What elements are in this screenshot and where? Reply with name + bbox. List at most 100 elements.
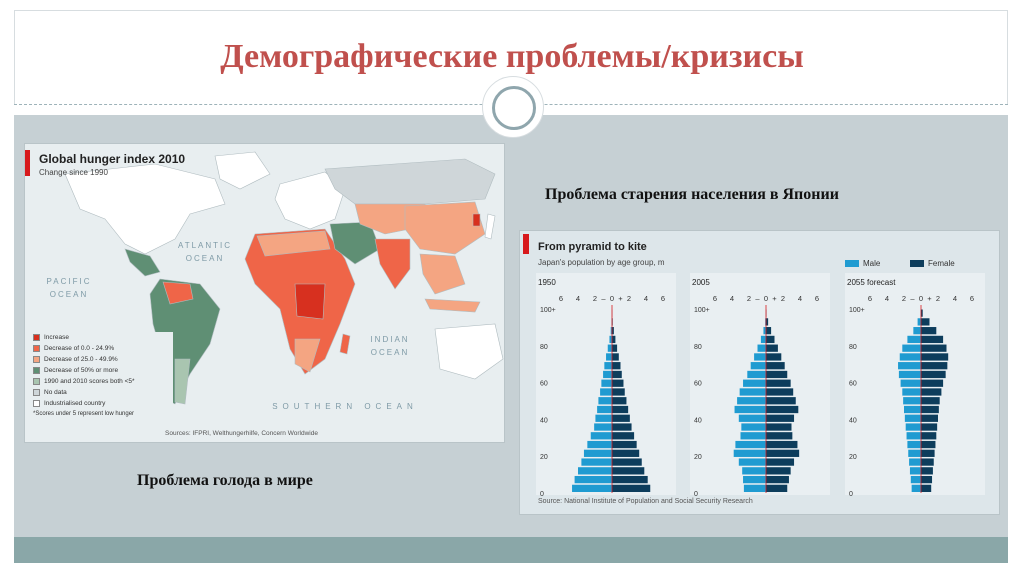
- legend-label: 1990 and 2010 scores both <5*: [44, 378, 135, 385]
- pyramid-bar-female: [766, 449, 800, 457]
- age-label: 80: [540, 344, 548, 351]
- pyramid-bar-male: [606, 353, 612, 361]
- pyramid-bar-male: [757, 344, 766, 352]
- axis-tick-label: +: [927, 294, 932, 303]
- axis-tick-label: –: [910, 294, 915, 303]
- pyramid-bar-female: [921, 335, 944, 344]
- pyramid-bar-female: [921, 379, 944, 387]
- pyramid-bar-female: [921, 370, 946, 379]
- age-label: 80: [694, 344, 702, 351]
- pyramid-bar-female: [921, 353, 949, 361]
- legend-swatch: [33, 400, 40, 407]
- axis-tick-label: 6: [970, 294, 974, 303]
- map-southern-africa: [294, 338, 321, 373]
- axis-tick-label: 2: [902, 294, 906, 303]
- pyramid-bar-male: [907, 440, 921, 449]
- legend-label: Increase: [44, 334, 69, 341]
- pyramid-bar-female: [612, 379, 624, 387]
- pyramid-bar-female: [612, 484, 651, 492]
- age-label: 60: [849, 381, 857, 388]
- map-madagascar: [339, 333, 351, 355]
- axis-tick-label: +: [772, 294, 777, 303]
- pyramid-bar-female: [766, 414, 795, 422]
- pyramid-bar-female: [612, 405, 629, 414]
- pyramid-bar-female: [612, 344, 618, 352]
- pyramid-bar-male: [910, 475, 921, 484]
- pyramid-bar-male: [609, 335, 612, 344]
- map-australia: [434, 323, 504, 380]
- pyramid-bar-female: [921, 309, 923, 317]
- age-label: 20: [694, 454, 702, 461]
- age-label: 0: [540, 491, 544, 498]
- slide-title: Демографические проблемы/кризисы: [220, 38, 804, 75]
- pyramid-bar-male: [734, 405, 766, 414]
- age-label: 40: [540, 417, 548, 424]
- pyramid-bar-female: [921, 440, 936, 449]
- pyramid-bar-female: [612, 388, 625, 396]
- pyramid-bar-male: [899, 353, 921, 361]
- pyramid-bar-male: [594, 423, 612, 431]
- pyramid-bar-male: [740, 432, 766, 440]
- axis-tick-label: 2: [936, 294, 940, 303]
- pyramid-bar-male: [909, 458, 921, 466]
- pyramid-bar-female: [766, 344, 778, 352]
- pyramid-bar-female: [766, 318, 769, 326]
- top-rule: [14, 10, 1008, 11]
- pyramid-bar-male: [908, 449, 921, 457]
- pyramid-bar-male: [595, 414, 612, 422]
- legend-label: Decrease of 25.0 - 49.9%: [44, 356, 118, 363]
- pyramid-bar-male: [917, 318, 921, 326]
- pyramid-bar-female: [766, 335, 775, 344]
- map-subtitle: Change since 1990: [39, 168, 108, 177]
- pyramid-bar-female: [766, 327, 772, 335]
- map-source: Sources: IFPRI, Welthungerhilfe, Concern…: [165, 430, 318, 437]
- age-label: 100+: [694, 307, 710, 314]
- pyramid-bar-female: [766, 397, 796, 405]
- legend-label: No data: [44, 389, 67, 396]
- map-south-america-south: [174, 358, 191, 405]
- pyramid-bar-male: [597, 405, 612, 414]
- pyramid-bar-male: [735, 440, 766, 449]
- pyramid-bar-female: [766, 362, 785, 370]
- pyramid-bar-male: [600, 388, 612, 396]
- legend-female-label: Female: [928, 259, 955, 268]
- legend-swatch: [33, 356, 40, 363]
- pyramid-bar-female: [612, 458, 642, 466]
- age-label: 0: [849, 491, 853, 498]
- pyramid-bar-female: [921, 405, 939, 414]
- pyramid-bar-female: [766, 423, 792, 431]
- age-label: 60: [540, 381, 548, 388]
- pyramid-bar-male: [907, 335, 921, 344]
- axis-tick-label: 2: [781, 294, 785, 303]
- pyramid-bar-female: [921, 449, 935, 457]
- pyramid-bar-male: [898, 370, 921, 379]
- axis-tick-label: –: [601, 294, 606, 303]
- pyramid-bar-male: [754, 353, 766, 361]
- pyramid-bar-female: [766, 467, 791, 475]
- pyramid-bar-female: [766, 458, 795, 466]
- axis-tick-label: 6: [559, 294, 563, 303]
- left-rule: [14, 10, 15, 105]
- pyramid-bar-male: [900, 379, 921, 387]
- map-north-africa: [256, 230, 331, 257]
- map-japan: [484, 213, 496, 240]
- pyramid-bar-female: [766, 379, 791, 387]
- axis-tick-label: 0: [919, 294, 923, 303]
- legend-swatch: [33, 367, 40, 374]
- pyramid-bar-male: [603, 370, 612, 379]
- pyramid-bar-female: [612, 414, 630, 422]
- pyramid-bar-male: [601, 379, 612, 387]
- map-indonesia: [424, 298, 481, 313]
- legend-label: Decrease of 50% or more: [44, 367, 119, 374]
- axis-tick-label: 2: [593, 294, 597, 303]
- pyramid-bar-female: [921, 327, 937, 335]
- pyramid-panel-label: 2005: [692, 278, 710, 287]
- pyramid-bar-male: [733, 449, 766, 457]
- ocean-label-southern: SOUTHERN OCEAN: [272, 402, 418, 411]
- pyramid-bar-male: [904, 405, 921, 414]
- legend-item: Industrialised country: [33, 398, 173, 409]
- axis-tick-label: 0: [764, 294, 768, 303]
- pyramid-bar-male: [738, 458, 766, 466]
- legend-note: *Scores under 5 represent low hunger: [33, 411, 135, 417]
- pyramid-bar-female: [921, 344, 947, 352]
